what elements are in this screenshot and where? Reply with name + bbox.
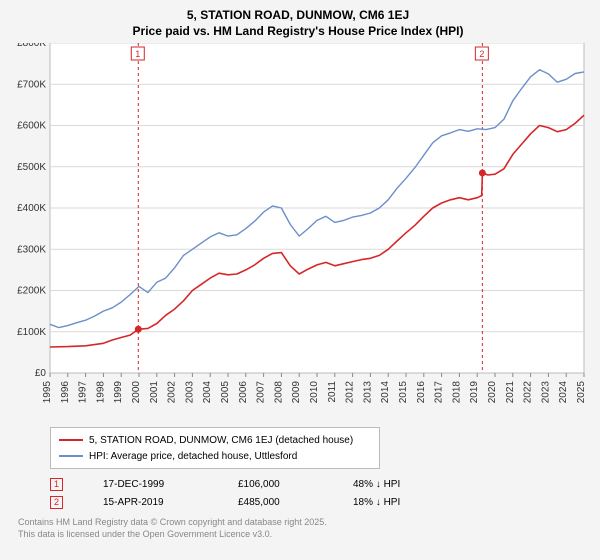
svg-text:2011: 2011 bbox=[327, 381, 338, 403]
svg-text:2004: 2004 bbox=[202, 381, 213, 404]
svg-text:2013: 2013 bbox=[362, 381, 373, 404]
marker-pct: 48% ↓ HPI bbox=[353, 479, 443, 490]
marker-row: 1 17-DEC-1999 £106,000 48% ↓ HPI bbox=[50, 475, 588, 493]
svg-text:£0: £0 bbox=[35, 368, 47, 379]
svg-text:£300K: £300K bbox=[17, 244, 46, 255]
legend-label: HPI: Average price, detached house, Uttl… bbox=[89, 451, 297, 462]
title-line-2: Price paid vs. HM Land Registry's House … bbox=[8, 24, 588, 40]
svg-text:£800K: £800K bbox=[17, 43, 46, 49]
svg-text:2017: 2017 bbox=[434, 381, 445, 404]
svg-text:2002: 2002 bbox=[167, 381, 178, 404]
marker-table: 1 17-DEC-1999 £106,000 48% ↓ HPI 2 15-AP… bbox=[50, 475, 588, 511]
svg-text:1: 1 bbox=[135, 49, 140, 59]
footer-line-2: This data is licensed under the Open Gov… bbox=[18, 529, 588, 541]
chart-plot: £0 £100K £200K £300K £400K £500K £600K £700K £80… bbox=[8, 43, 588, 423]
chart-svg: £0 £100K £200K £300K £400K £500K £600K £700K £80… bbox=[8, 43, 588, 423]
svg-text:1998: 1998 bbox=[95, 381, 106, 404]
marker-badge: 1 bbox=[50, 478, 63, 491]
svg-text:1999: 1999 bbox=[113, 381, 124, 404]
svg-text:2019: 2019 bbox=[469, 381, 480, 404]
svg-text:£600K: £600K bbox=[17, 121, 46, 132]
legend-item: 5, STATION ROAD, DUNMOW, CM6 1EJ (detach… bbox=[59, 432, 371, 448]
svg-text:2000: 2000 bbox=[131, 381, 142, 404]
svg-text:2021: 2021 bbox=[505, 381, 516, 404]
svg-text:2024: 2024 bbox=[558, 381, 569, 404]
svg-text:2025: 2025 bbox=[576, 381, 587, 404]
svg-text:£100K: £100K bbox=[17, 327, 46, 338]
svg-text:2022: 2022 bbox=[523, 381, 534, 404]
marker-date: 17-DEC-1999 bbox=[103, 479, 198, 490]
svg-text:2006: 2006 bbox=[238, 381, 249, 404]
chart-container: 5, STATION ROAD, DUNMOW, CM6 1EJ Price p… bbox=[0, 0, 600, 560]
marker-row: 2 15-APR-2019 £485,000 18% ↓ HPI bbox=[50, 493, 588, 511]
svg-text:2014: 2014 bbox=[380, 381, 391, 404]
svg-text:2010: 2010 bbox=[309, 381, 320, 404]
svg-text:£700K: £700K bbox=[17, 79, 46, 90]
svg-text:2008: 2008 bbox=[273, 381, 284, 404]
svg-text:1997: 1997 bbox=[78, 381, 89, 404]
footer-attribution: Contains HM Land Registry data © Crown c… bbox=[18, 517, 588, 540]
marker-price: £106,000 bbox=[238, 479, 313, 490]
svg-text:2015: 2015 bbox=[398, 381, 409, 404]
title-line-1: 5, STATION ROAD, DUNMOW, CM6 1EJ bbox=[8, 8, 588, 24]
legend-label: 5, STATION ROAD, DUNMOW, CM6 1EJ (detach… bbox=[89, 435, 353, 446]
svg-text:2016: 2016 bbox=[416, 381, 427, 404]
chart-title: 5, STATION ROAD, DUNMOW, CM6 1EJ Price p… bbox=[8, 8, 588, 39]
marker-badge: 2 bbox=[50, 496, 63, 509]
marker-date: 15-APR-2019 bbox=[103, 497, 198, 508]
svg-text:2001: 2001 bbox=[149, 381, 160, 404]
svg-text:2023: 2023 bbox=[540, 381, 551, 404]
footer-line-1: Contains HM Land Registry data © Crown c… bbox=[18, 517, 588, 529]
svg-text:£500K: £500K bbox=[17, 162, 46, 173]
svg-text:£200K: £200K bbox=[17, 286, 46, 297]
marker-price: £485,000 bbox=[238, 497, 313, 508]
svg-text:2012: 2012 bbox=[345, 381, 356, 404]
svg-text:2003: 2003 bbox=[184, 381, 195, 404]
legend-swatch bbox=[59, 455, 83, 457]
legend-swatch bbox=[59, 439, 83, 441]
svg-text:2020: 2020 bbox=[487, 381, 498, 404]
svg-text:2007: 2007 bbox=[256, 381, 267, 404]
svg-text:2: 2 bbox=[479, 49, 484, 59]
svg-text:2018: 2018 bbox=[451, 381, 462, 404]
svg-text:2009: 2009 bbox=[291, 381, 302, 404]
legend: 5, STATION ROAD, DUNMOW, CM6 1EJ (detach… bbox=[50, 427, 380, 469]
svg-text:1995: 1995 bbox=[42, 381, 53, 404]
legend-item: HPI: Average price, detached house, Uttl… bbox=[59, 448, 371, 464]
svg-text:2005: 2005 bbox=[220, 381, 231, 404]
svg-text:£400K: £400K bbox=[17, 203, 46, 214]
svg-text:1996: 1996 bbox=[60, 381, 71, 404]
marker-pct: 18% ↓ HPI bbox=[353, 497, 443, 508]
